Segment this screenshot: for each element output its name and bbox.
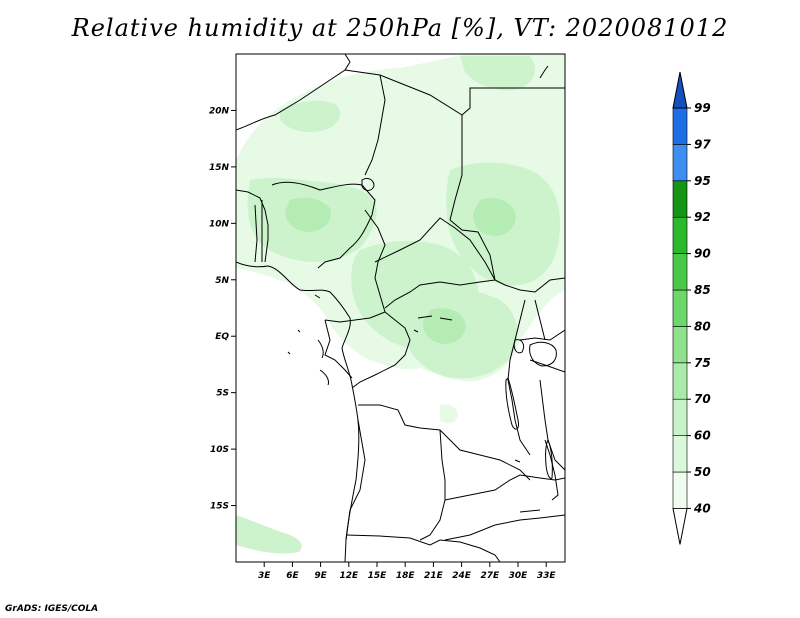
- lon-tick-label: 15E: [368, 571, 388, 581]
- lat-tick-label: 20N: [209, 106, 230, 116]
- humidity-region-sahel-north: [280, 100, 341, 132]
- border-tanzania: [529, 359, 565, 471]
- humidity-field: [236, 54, 565, 554]
- lat-tick-label: 10N: [209, 219, 230, 229]
- lat-tick-label: 10S: [210, 445, 229, 455]
- colorbar-label: 85: [694, 283, 711, 297]
- lon-axis: 3E 6E 9E 12E 15E 18E 21E 24E 27E 30E 33E: [258, 562, 556, 581]
- colorbar-label: 92: [694, 210, 711, 224]
- border-angola: [345, 419, 366, 541]
- lat-tick-label: 5N: [215, 276, 229, 286]
- colorbar: 40 50 60 70 75 80 85 90 92 95 97 99: [672, 71, 711, 545]
- colorbar-segment: [672, 107, 688, 145]
- lake-malawi: [545, 438, 553, 479]
- colorbar-segment: [672, 471, 688, 509]
- border-sudan-south: [494, 277, 565, 293]
- border-malawi: [544, 439, 559, 501]
- humidity-region-ne-top: [460, 56, 535, 91]
- colorbar-segment: [672, 253, 688, 291]
- colorbar-segment: [672, 216, 688, 254]
- colorbar-segment: [672, 326, 688, 364]
- lat-tick-label: 15N: [209, 163, 230, 173]
- map-frame: [235, 53, 566, 563]
- border-uganda-kenya: [519, 299, 565, 341]
- lat-tick-label: EQ: [215, 332, 229, 342]
- lon-tick-label: 33E: [537, 571, 557, 581]
- coastline-west-africa: [236, 261, 360, 562]
- colorbar-label: 80: [694, 319, 711, 333]
- lon-tick-label: 12E: [339, 571, 359, 581]
- colorbar-label: 70: [694, 392, 711, 406]
- border-namibia: [345, 534, 501, 562]
- colorbar-lower-triangle: [672, 507, 688, 545]
- humidity-region-south: [440, 404, 458, 424]
- lon-tick-label: 30E: [509, 571, 529, 581]
- colorbar-label: 97: [694, 137, 711, 151]
- border-cameroon: [324, 209, 386, 323]
- colorbar-label: 95: [694, 174, 711, 188]
- lon-tick-label: 21E: [424, 571, 444, 581]
- border-zambia-east: [444, 474, 565, 501]
- humidity-region-strong-3: [422, 308, 466, 344]
- lake-chad: [361, 177, 375, 191]
- colorbar-segment: [672, 180, 688, 218]
- colorbar-segment: [672, 362, 688, 400]
- lat-axis: 20N 15N 10N 5N EQ 5S 10S 15S: [209, 106, 236, 512]
- border-drc-east: [507, 299, 531, 456]
- lake-tanganyika: [505, 377, 519, 430]
- lake-victoria: [529, 341, 557, 367]
- border-nigeria: [271, 181, 376, 269]
- country-borders: [236, 54, 565, 562]
- colorbar-upper-triangle: [672, 71, 688, 109]
- colorbar-label: 75: [694, 356, 711, 370]
- humidity-region-strong-2: [472, 198, 516, 236]
- border-gabon-congo: [324, 319, 353, 379]
- lon-tick-label: 9E: [314, 571, 327, 581]
- lon-tick-label: 3E: [258, 571, 271, 581]
- border-benin-togo: [254, 200, 263, 263]
- border-drc-south: [358, 404, 531, 481]
- colorbar-segment: [672, 435, 688, 473]
- colorbar-label: 40: [693, 501, 711, 515]
- island-marks: [287, 294, 541, 513]
- lon-tick-label: 27E: [480, 571, 500, 581]
- lon-tick-label: 18E: [396, 571, 416, 581]
- border-west-small: [236, 189, 269, 263]
- northeast-coast: [539, 65, 549, 79]
- colorbar-label: 99: [694, 101, 711, 115]
- border-algeria-niger: [236, 54, 351, 131]
- humidity-region-southwest: [236, 515, 302, 554]
- colorbar-label: 50: [694, 465, 711, 479]
- border-chad-sudan: [449, 219, 496, 281]
- map-title: Relative humidity at 250hPa [%], VT: 202…: [71, 14, 729, 42]
- border-mozambique: [444, 514, 565, 541]
- border-congo-drc: [351, 311, 411, 389]
- colorbar-segment: [672, 289, 688, 327]
- credit-text: GrADS: IGES/COLA: [5, 604, 99, 614]
- bight-coast: [317, 339, 329, 386]
- border-angola-zambia: [419, 429, 446, 541]
- lat-tick-label: 5S: [216, 389, 229, 399]
- colorbar-segment: [672, 144, 688, 182]
- lon-tick-label: 6E: [286, 571, 299, 581]
- border-mali-niger: [364, 74, 386, 176]
- colorbar-label: 90: [694, 247, 711, 261]
- colorbar-label: 60: [694, 429, 711, 443]
- lake-small-1: [513, 339, 525, 354]
- lon-tick-label: 24E: [452, 571, 472, 581]
- humidity-region-strong-1: [285, 197, 331, 232]
- lat-tick-label: 15S: [210, 502, 229, 512]
- border-libya-sudan: [461, 87, 565, 116]
- colorbar-segment: [672, 398, 688, 436]
